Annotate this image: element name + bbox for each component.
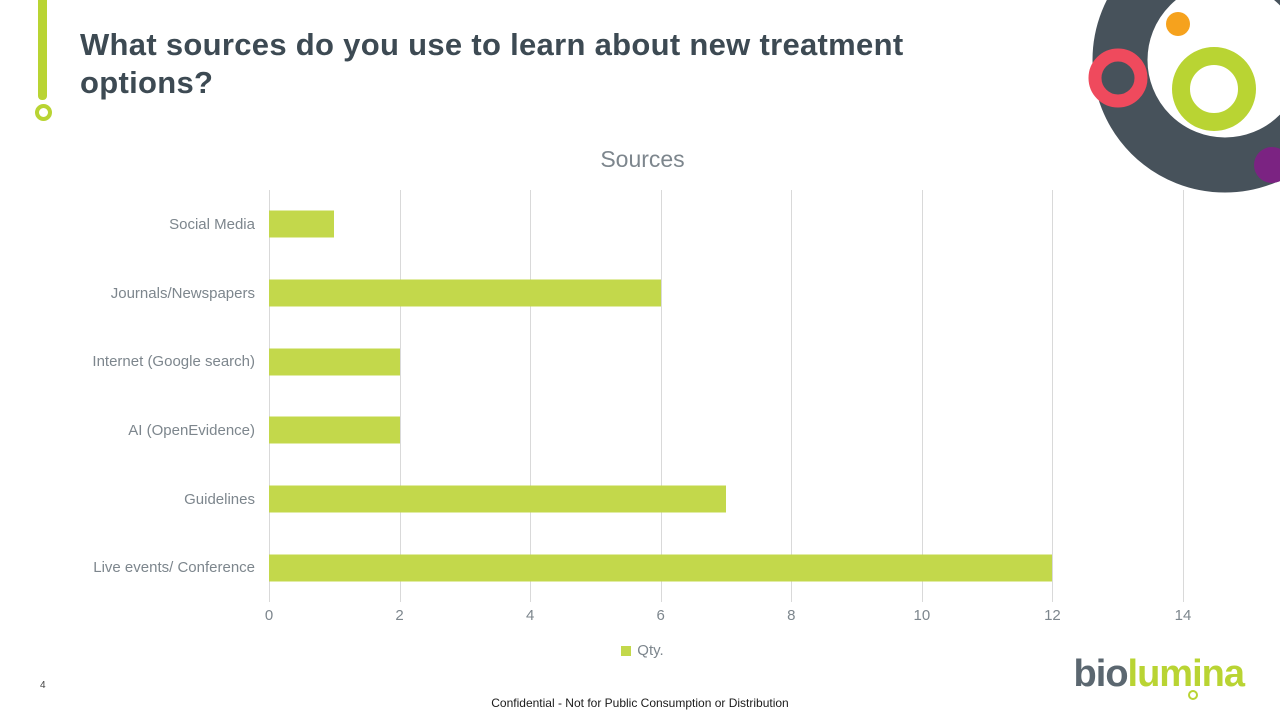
x-tick-label: 4 [525,607,535,624]
logo-part-bio: bio [1073,653,1129,695]
category-label: Live events/ Conference [93,559,255,577]
bar-area [269,259,1183,328]
chart-rows: Social Media Journals/Newspapers Internet … [85,190,1200,602]
x-tick-label: 14 [1174,607,1192,624]
chart-row: Guidelines [85,465,1200,534]
bar-chart: Sources Social Media Journals/Newspapers I… [85,145,1200,659]
category-label: AI (OpenEvidence) [128,421,255,439]
bar-area [269,327,1183,396]
logo-part-lumina: lumina [1127,653,1245,695]
x-tick-label: 0 [264,607,274,624]
chart-row: Live events/ Conference [85,533,1200,602]
biolumina-logo: biolumina [1073,653,1245,700]
gridline-0 [269,190,270,602]
purple-dot-icon [1254,147,1280,183]
confidentiality-footer: Confidential - Not for Public Consumptio… [491,696,789,710]
category-label: Journals/Newspapers [110,284,255,302]
x-tick-label: 6 [656,607,665,624]
category-label: Social Media [169,215,255,233]
chart-row: Internet (Google search) [85,327,1200,396]
gridlines [269,190,1184,602]
slide-title: What sources do you use to learn about n… [80,27,904,101]
x-axis: 0 2 4 6 8 10 12 14 [265,607,1192,629]
bar-area [269,465,1183,534]
category-label: Guidelines [184,490,255,508]
chart-row: Journals/Newspapers [85,259,1200,328]
gridline-4 [530,190,532,602]
bar [269,485,726,513]
x-tick-label: 10 [913,607,931,624]
pink-ring-icon [1088,48,1148,108]
legend-label: Qty. [637,642,664,659]
chart-row: AI (OpenEvidence) [85,396,1200,465]
chart-legend: Qty. [85,642,1200,659]
bar-area [269,190,1183,259]
accent-ring-icon [35,104,52,121]
logo-underdot-ring-icon [1188,690,1198,700]
chart-plot-area: Social Media Journals/Newspapers Internet … [85,190,1200,602]
bar [269,279,661,307]
bar [269,348,400,376]
bar-area [269,533,1183,602]
gridline-6 [660,190,662,602]
orange-dot-icon [1166,12,1190,36]
chart-row: Social Media [85,190,1200,259]
chart-title: Sources [600,146,685,172]
x-tick-label: 8 [787,607,796,624]
gridline-2 [399,190,401,602]
bar [269,554,1053,582]
gridline-14 [1183,190,1184,602]
x-tick-label: 12 [1044,607,1061,624]
gridline-12 [1052,190,1054,602]
category-label: Internet (Google search) [92,353,255,371]
bar-area [269,396,1183,465]
gridline-8 [791,190,793,602]
bar [269,210,335,238]
x-tick-label: 2 [395,607,404,624]
legend-swatch-icon [621,645,632,656]
green-ring-icon [1172,47,1256,131]
corner-circles-decoration [1088,0,1280,193]
accent-bar-decoration [38,0,47,100]
page-number: 4 [40,680,46,691]
gridline-10 [921,190,923,602]
bar [269,416,400,444]
